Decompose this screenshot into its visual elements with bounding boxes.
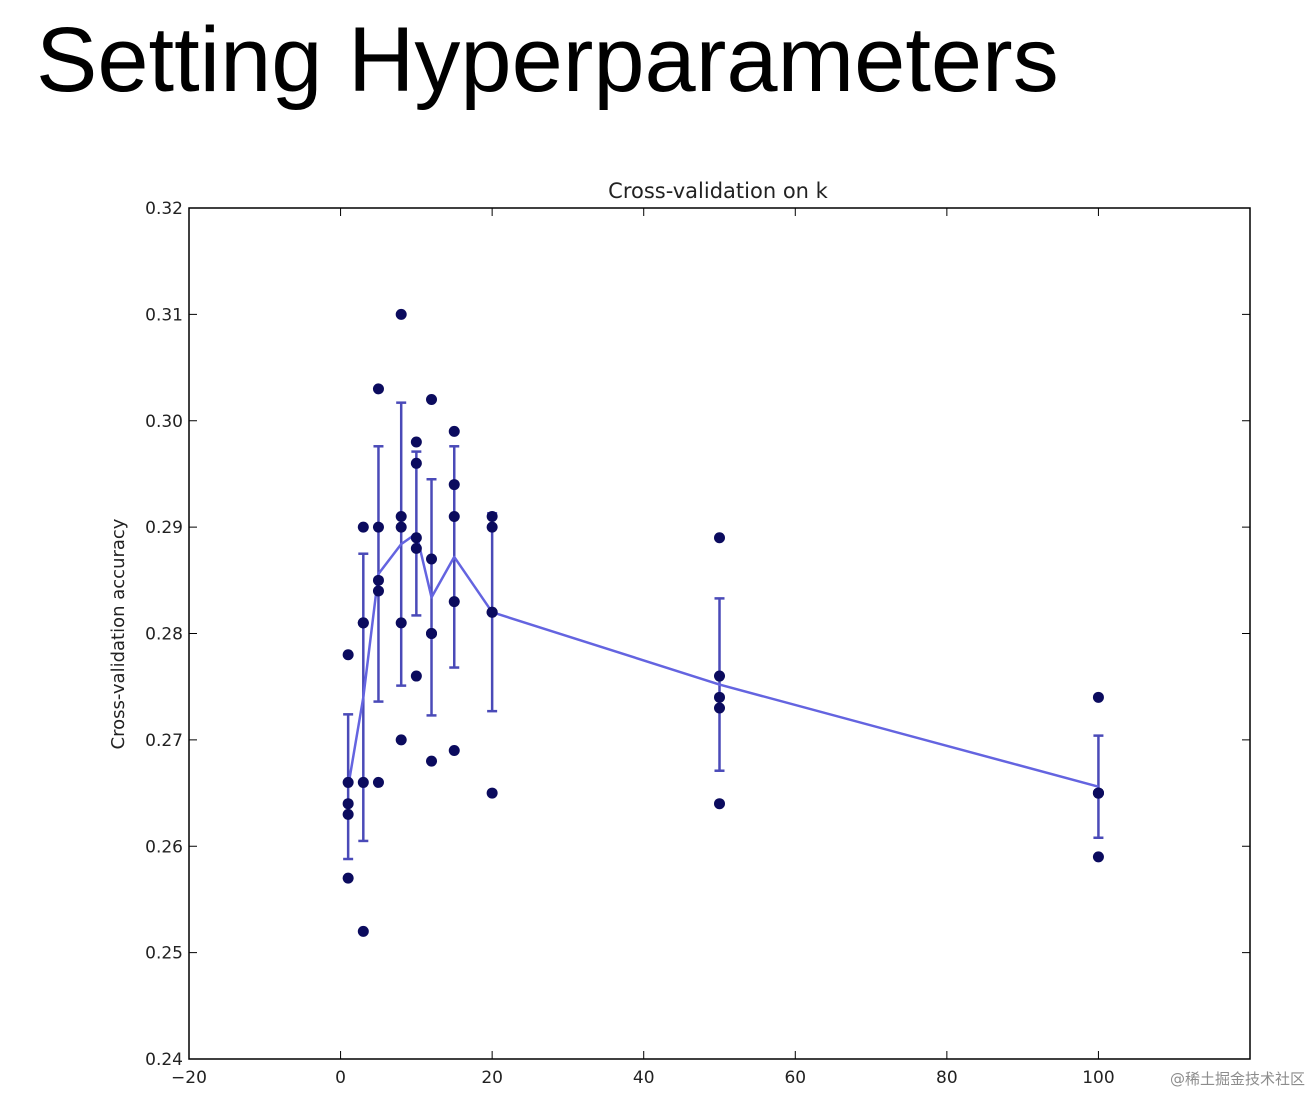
- fold-accuracy-point: [448, 596, 460, 608]
- fold-accuracy-point: [486, 606, 498, 618]
- fold-accuracy-point: [357, 617, 369, 629]
- fold-accuracy-point: [1092, 851, 1104, 863]
- axes: −20 0 20 40 60 80 100 0.24 0.25 0.26 0.27 0.28 0.29 0…: [145, 199, 1251, 1088]
- fold-accuracy-point: [395, 308, 407, 320]
- y-tick-label: 0.25: [145, 944, 183, 964]
- fold-accuracy-point: [357, 521, 369, 533]
- x-tick-label: 60: [784, 1068, 806, 1088]
- fold-accuracy-point: [395, 510, 407, 522]
- fold-accuracy-point: [372, 521, 384, 533]
- fold-accuracy-point: [448, 745, 460, 757]
- mean-accuracy-line: [346, 532, 1099, 788]
- fold-accuracy-point: [1092, 691, 1104, 703]
- x-tick-label: 80: [936, 1068, 958, 1088]
- x-tick-label: 0: [335, 1068, 346, 1088]
- fold-accuracy-point: [448, 510, 460, 522]
- fold-accuracy-point: [395, 521, 407, 533]
- fold-accuracy-point: [714, 702, 725, 714]
- watermark-text: @稀土掘金技术社区: [1169, 1070, 1305, 1088]
- fold-accuracy-point: [395, 734, 407, 746]
- fold-accuracy-point: [357, 776, 369, 788]
- fold-accuracy-point: [714, 798, 725, 810]
- x-tick-label: 100: [1082, 1068, 1114, 1088]
- fold-accuracy-point: [426, 628, 438, 639]
- fold-accuracy-point: [395, 617, 407, 629]
- fold-accuracy-point: [342, 798, 354, 810]
- fold-accuracy-point: [410, 457, 422, 469]
- y-tick-label: 0.28: [145, 625, 183, 645]
- x-tick-label: 40: [633, 1068, 655, 1088]
- fold-accuracy-point: [342, 776, 354, 788]
- fold-accuracy-point: [1092, 787, 1104, 799]
- x-tick-label: 20: [481, 1068, 503, 1088]
- fold-accuracy-point: [410, 542, 422, 554]
- y-tick-label: 0.29: [145, 518, 183, 538]
- fold-accuracy-point: [486, 521, 498, 533]
- fold-points: [342, 308, 1104, 937]
- fold-accuracy-point: [342, 808, 354, 820]
- y-tick-label: 0.30: [145, 412, 183, 432]
- y-tick-label: 0.26: [145, 837, 183, 857]
- y-tick-label: 0.32: [145, 199, 183, 219]
- mean-line-layer: [346, 532, 1099, 788]
- fold-accuracy-point: [410, 670, 422, 682]
- chart-title: Cross-validation on k: [608, 179, 828, 203]
- fold-accuracy-point: [714, 532, 725, 544]
- y-tick-label: 0.27: [145, 731, 183, 751]
- fold-accuracy-point: [342, 649, 354, 661]
- fold-accuracy-point: [357, 925, 369, 937]
- y-tick-label: 0.31: [145, 305, 183, 325]
- fold-accuracy-point: [426, 755, 438, 767]
- fold-accuracy-point: [410, 532, 422, 544]
- y-tick-label: 0.24: [145, 1050, 183, 1070]
- fold-accuracy-point: [486, 787, 498, 799]
- fold-accuracy-point: [372, 574, 384, 586]
- fold-accuracy-point: [486, 510, 498, 522]
- fold-accuracy-point: [410, 436, 422, 448]
- fold-accuracy-point: [714, 691, 725, 703]
- fold-accuracy-point: [426, 393, 438, 405]
- fold-accuracy-point: [342, 872, 354, 884]
- y-axis-label: Cross-validation accuracy: [108, 518, 129, 749]
- fold-accuracy-point: [448, 479, 460, 491]
- fold-accuracy-point: [372, 585, 384, 597]
- fold-accuracy-point: [426, 553, 438, 565]
- x-tick-label: −20: [171, 1068, 207, 1088]
- slide-title: Setting Hyperparameters: [36, 9, 1059, 111]
- fold-accuracy-point: [448, 425, 460, 437]
- fold-accuracy-point: [372, 383, 384, 395]
- error-bars: [343, 401, 1104, 861]
- fold-accuracy-point: [714, 670, 725, 682]
- fold-accuracy-point: [372, 776, 384, 788]
